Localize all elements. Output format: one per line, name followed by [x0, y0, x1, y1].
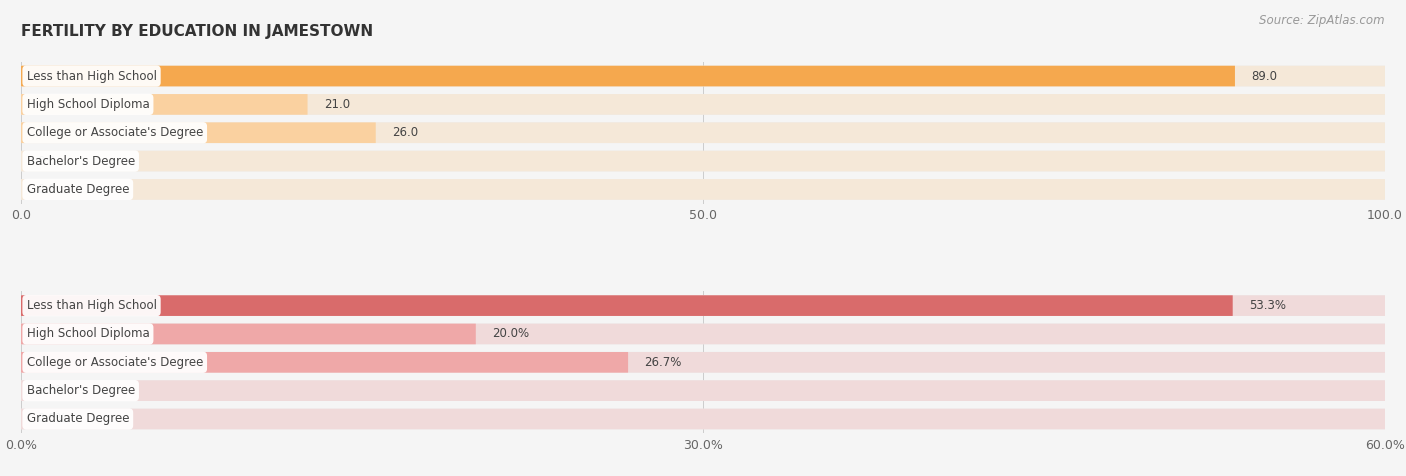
- FancyBboxPatch shape: [21, 295, 1233, 316]
- FancyBboxPatch shape: [21, 324, 1385, 344]
- Text: 0.0: 0.0: [38, 155, 56, 168]
- Text: 89.0: 89.0: [1251, 69, 1277, 82]
- FancyBboxPatch shape: [21, 380, 1385, 401]
- Text: 53.3%: 53.3%: [1249, 299, 1286, 312]
- FancyBboxPatch shape: [21, 94, 1385, 115]
- Text: Bachelor's Degree: Bachelor's Degree: [27, 384, 135, 397]
- FancyBboxPatch shape: [21, 352, 628, 373]
- FancyBboxPatch shape: [21, 94, 308, 115]
- FancyBboxPatch shape: [21, 122, 1385, 143]
- FancyBboxPatch shape: [21, 66, 1385, 86]
- Text: Bachelor's Degree: Bachelor's Degree: [27, 155, 135, 168]
- Text: College or Associate's Degree: College or Associate's Degree: [27, 356, 202, 369]
- Text: Source: ZipAtlas.com: Source: ZipAtlas.com: [1260, 14, 1385, 27]
- FancyBboxPatch shape: [21, 179, 1385, 200]
- FancyBboxPatch shape: [21, 324, 475, 344]
- Text: 0.0%: 0.0%: [38, 384, 67, 397]
- Text: 26.7%: 26.7%: [644, 356, 682, 369]
- Text: 0.0%: 0.0%: [38, 413, 67, 426]
- Text: 20.0%: 20.0%: [492, 327, 529, 340]
- Text: FERTILITY BY EDUCATION IN JAMESTOWN: FERTILITY BY EDUCATION IN JAMESTOWN: [21, 24, 373, 39]
- Text: College or Associate's Degree: College or Associate's Degree: [27, 126, 202, 139]
- FancyBboxPatch shape: [21, 179, 1385, 200]
- FancyBboxPatch shape: [21, 295, 1385, 316]
- Text: 21.0: 21.0: [323, 98, 350, 111]
- FancyBboxPatch shape: [21, 66, 1385, 86]
- FancyBboxPatch shape: [21, 151, 1385, 171]
- FancyBboxPatch shape: [21, 409, 1385, 429]
- Text: Graduate Degree: Graduate Degree: [27, 413, 129, 426]
- FancyBboxPatch shape: [21, 151, 1385, 171]
- Text: Graduate Degree: Graduate Degree: [27, 183, 129, 196]
- Text: Less than High School: Less than High School: [27, 299, 156, 312]
- FancyBboxPatch shape: [21, 122, 1385, 143]
- FancyBboxPatch shape: [21, 295, 1385, 316]
- FancyBboxPatch shape: [21, 352, 1385, 373]
- Text: 0.0: 0.0: [38, 183, 56, 196]
- FancyBboxPatch shape: [21, 122, 375, 143]
- FancyBboxPatch shape: [21, 324, 1385, 344]
- Text: Less than High School: Less than High School: [27, 69, 156, 82]
- FancyBboxPatch shape: [21, 380, 1385, 401]
- Text: High School Diploma: High School Diploma: [27, 327, 149, 340]
- FancyBboxPatch shape: [21, 409, 1385, 429]
- Text: High School Diploma: High School Diploma: [27, 98, 149, 111]
- Text: 26.0: 26.0: [392, 126, 418, 139]
- FancyBboxPatch shape: [21, 352, 1385, 373]
- FancyBboxPatch shape: [21, 66, 1234, 86]
- FancyBboxPatch shape: [21, 94, 1385, 115]
